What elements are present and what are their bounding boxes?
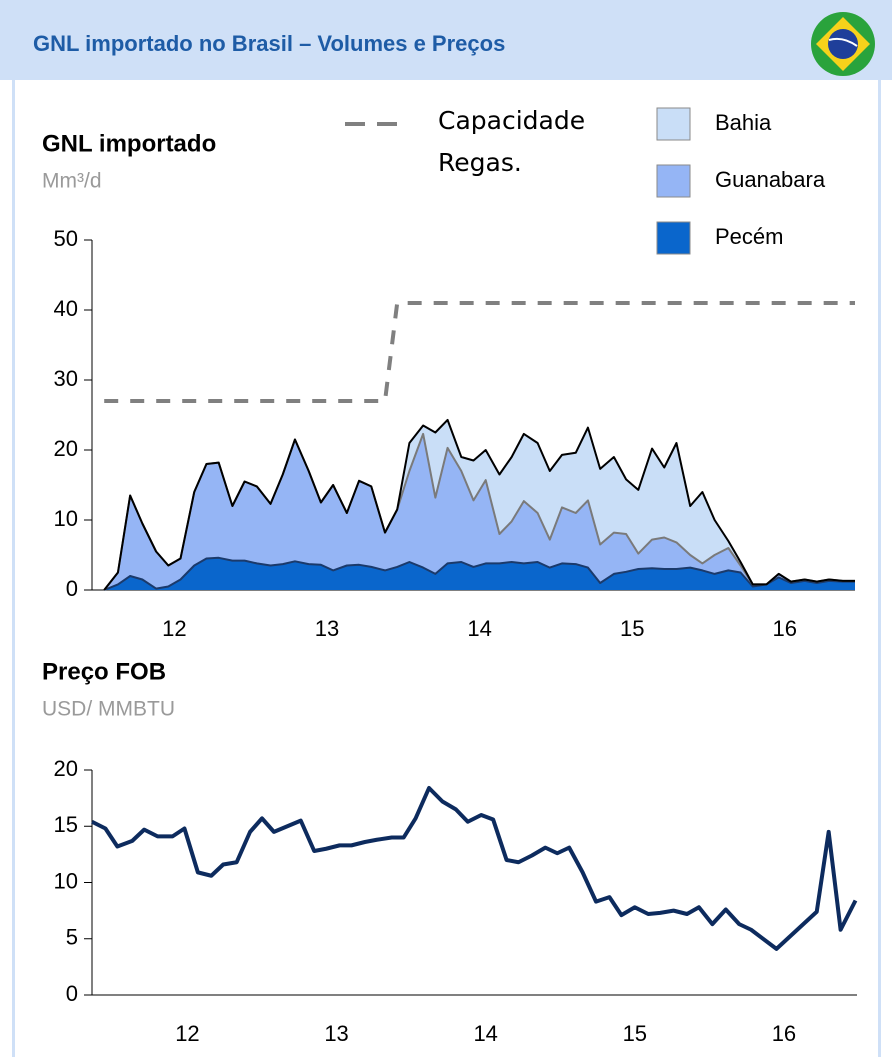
x-tick-label: 14 (467, 616, 491, 641)
y-tick-label: 10 (54, 506, 78, 531)
y-tick-label: 40 (54, 296, 78, 321)
y-tick-label: 20 (54, 436, 78, 461)
x-tick-label: 13 (315, 616, 339, 641)
x-tick-label: 12 (175, 1021, 199, 1046)
header-bar (0, 0, 892, 80)
y-tick-label: 15 (54, 812, 78, 837)
y-tick-label: 0 (66, 576, 78, 601)
price-line (91, 786, 858, 951)
area-edge (103, 418, 855, 591)
y-tick-label: 30 (54, 366, 78, 391)
frame-left (12, 80, 15, 1057)
area-fill (104, 557, 855, 590)
chart-subtitle: USD/ MMBTU (42, 698, 175, 721)
chart-title: Preço FOB (42, 658, 166, 685)
y-tick-label: 10 (54, 868, 78, 893)
chart-subtitle: Mm³/d (42, 170, 102, 193)
x-tick-label: 12 (162, 616, 186, 641)
legend-label-box: Capacidade Regas. (438, 106, 586, 177)
legend-swatch (656, 164, 691, 198)
y-tick-label: 20 (54, 756, 78, 781)
x-tick-label: 15 (623, 1021, 647, 1046)
x-tick-label: 16 (773, 616, 797, 641)
x-tick-label: 16 (772, 1021, 796, 1046)
x-tick-label: 15 (620, 616, 644, 641)
y-tick-label: 50 (54, 226, 78, 251)
legend-label: Guanabara (715, 167, 826, 192)
legend-label: Pecém (715, 224, 783, 249)
legend-label: Capacidade Regas. (438, 106, 586, 177)
frame-right (878, 80, 881, 1057)
y-tick-label: 5 (66, 925, 78, 950)
y-tick-label: 0 (66, 981, 78, 1006)
x-tick-label: 14 (473, 1021, 497, 1046)
legend-label: Bahia (715, 110, 772, 135)
capacity-line (104, 301, 855, 403)
legend-swatch (656, 221, 691, 255)
x-tick-label: 13 (324, 1021, 348, 1046)
area-edge (103, 556, 855, 591)
area-fill (104, 433, 855, 590)
header-title: GNL importado no Brasil – Volumes e Preç… (33, 31, 505, 56)
legend-swatch (656, 107, 691, 141)
flag-icon (811, 12, 875, 76)
chart-title: GNL importado (42, 130, 216, 157)
